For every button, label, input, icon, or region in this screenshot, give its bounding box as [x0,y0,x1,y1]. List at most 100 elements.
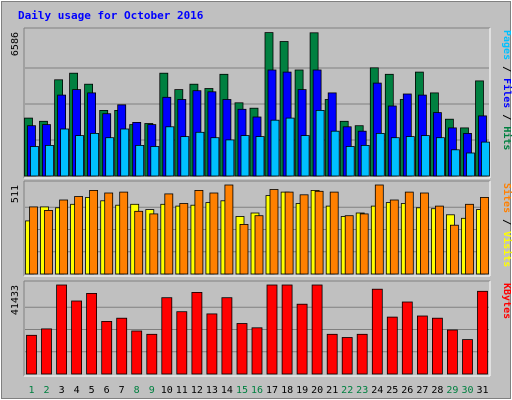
bar-pages-day-20 [315,110,325,177]
bar-pages-day-11 [180,136,190,177]
bar-pages-day-8 [135,144,145,177]
bar-sites-day-20 [314,190,324,275]
bar-sites-day-26 [404,191,414,275]
legend-item: / [501,213,512,231]
legend: Pages / Files / Hits [501,30,512,150]
bar-pages-day-26 [405,136,415,177]
bar-sites-day-19 [299,194,309,275]
x-tick-label: 14 [221,385,233,396]
bar-pages-day-17 [270,119,280,177]
x-tick-label: 17 [266,385,278,396]
bar-pages-day-7 [120,128,130,177]
bar-kbytes-day-17 [266,284,278,375]
bar-kbytes-day-8 [131,330,143,375]
bar-sites-day-3 [59,199,68,275]
bar-sites-day-6 [104,192,114,275]
bar-kbytes-day-15 [236,323,248,375]
bar-kbytes-day-24 [371,288,383,375]
legend-item: / [501,108,512,126]
bar-pages-day-28 [435,137,445,177]
bar-kbytes-day-10 [161,297,173,375]
x-tick-label: 11 [176,385,188,396]
bar-kbytes-day-4 [71,300,82,375]
bar-pages-day-22 [345,146,355,177]
x-tick-label: 20 [311,385,323,396]
legend-item: Hits [501,126,512,150]
bar-sites-day-10 [164,193,174,275]
bar-kbytes-day-22 [341,337,353,375]
x-tick-label: 3 [59,385,65,396]
x-tick-label: 24 [371,385,383,396]
x-tick-label: 8 [134,385,140,396]
bar-kbytes-day-1 [26,334,37,375]
legend-item: Files [501,78,512,108]
x-axis-labels: 1 2 3 4 5 6 7 8 9 10 11 12 13 14 15 16 17 18 19 20 21 22 23 24 2… [28,385,488,396]
bar-pages-day-13 [210,137,220,177]
legend: KBytes [501,283,512,319]
x-tick-label: 28 [431,385,443,396]
bar-pages-day-25 [390,137,400,177]
legend-item: / [501,60,512,78]
bar-sites-day-14 [224,184,234,275]
bar-sites-day-2 [44,209,53,275]
bar-pages-day-2 [45,144,54,177]
panel-bottom: 41433 KBytes [10,280,512,377]
x-tick-label: 6 [104,385,110,396]
x-tick-label: 27 [416,385,428,396]
bar-sites-day-1 [29,206,38,275]
bar-kbytes-day-13 [206,313,218,375]
bar-pages-day-3 [60,128,69,177]
legend-item: Visits [501,231,512,267]
y-max-label: 511 [10,185,21,203]
x-tick-label: 30 [461,385,473,396]
x-tick-label: 19 [296,385,308,396]
x-tick-label: 25 [386,385,398,396]
x-tick-label: 21 [326,385,338,396]
bar-pages-day-14 [225,139,235,177]
bar-sites-day-16 [254,215,264,275]
bar-pages-day-1 [30,146,39,177]
bar-kbytes-day-18 [281,284,293,375]
bar-pages-day-10 [165,126,175,177]
x-tick-label: 4 [74,385,80,396]
bar-sites-day-25 [389,199,399,275]
bar-sites-day-17 [269,189,279,275]
bar-pages-day-27 [420,135,430,177]
y-max-label: 6586 [10,32,21,56]
bar-kbytes-day-19 [296,303,308,375]
bar-sites-day-9 [149,213,159,275]
bar-kbytes-day-26 [401,301,413,375]
bar-pages-day-21 [330,130,340,177]
x-tick-label: 12 [191,385,203,396]
bar-kbytes-day-14 [221,297,233,375]
bar-pages-day-23 [360,144,370,177]
bar-pages-day-18 [285,117,295,177]
bar-pages-day-19 [300,135,310,177]
bar-kbytes-day-16 [251,327,263,375]
x-tick-label: 2 [43,385,49,396]
bar-sites-day-4 [74,196,83,275]
bar-sites-day-15 [239,223,249,275]
bar-kbytes-day-7 [116,317,128,375]
bar-kbytes-day-9 [146,333,158,375]
bar-pages-day-9 [150,146,160,177]
bar-sites-day-31 [480,196,489,275]
legend-item: Pages [501,30,512,60]
bar-pages-day-30 [466,152,475,177]
x-tick-label: 13 [206,385,218,396]
legend-item: KBytes [501,283,512,319]
bar-kbytes-day-31 [477,290,488,375]
bar-pages-day-29 [450,149,460,177]
panel-middle: 511 Sites / Visits [10,180,512,277]
bar-kbytes-day-20 [311,284,323,375]
bar-kbytes-day-3 [56,284,67,375]
bar-sites-day-23 [359,213,369,275]
bar-sites-day-12 [194,189,204,275]
bar-kbytes-day-28 [431,317,443,375]
bar-sites-day-28 [434,205,444,275]
bar-sites-day-7 [119,191,129,275]
legend: Sites / Visits [501,183,512,267]
chart-panels: 6586 Pages / Files / Hits 511 Sites / Visit… [10,27,512,377]
x-tick-label: 16 [251,385,263,396]
